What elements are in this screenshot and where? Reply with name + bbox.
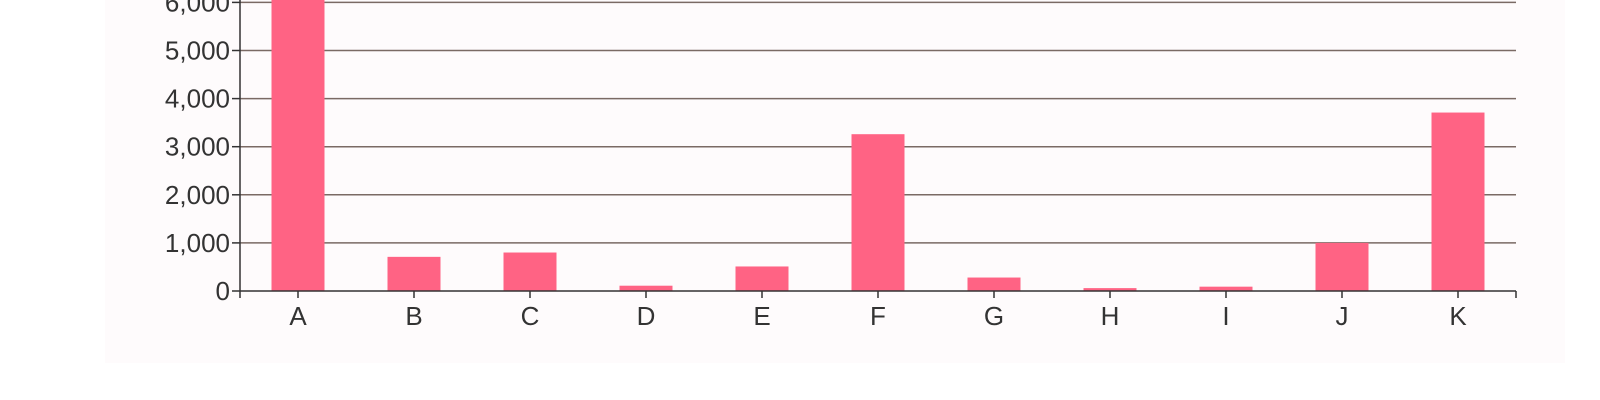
y-tick-label-4: 4,000 [165,84,230,114]
y-tick-label-0: 0 [216,276,230,306]
bar-J[interactable] [1315,242,1369,291]
x-tick-label-F: F [870,301,886,331]
y-tick-label-5: 5,000 [165,36,230,66]
x-tick-label-E: E [753,301,770,331]
x-tick-label-I: I [1222,301,1229,331]
x-tick-label-C: C [521,301,540,331]
bar-I[interactable] [1199,286,1253,291]
y-tick-label-3: 3,000 [165,132,230,162]
y-tick-label-6: 6,000 [165,0,230,17]
bars [271,0,1485,292]
tick-labels: 0 1,000 2,000 3,000 4,000 5,000 6,000 A B C D E F G H I… [165,0,1467,331]
x-tick-label-H: H [1101,301,1120,331]
x-tick-label-G: G [984,301,1004,331]
y-tick-label-2: 2,000 [165,180,230,210]
bar-A[interactable] [271,0,325,292]
bar-F[interactable] [851,134,905,291]
bar-B[interactable] [387,256,441,291]
axes [232,0,1517,298]
x-tick-label-K: K [1449,301,1467,331]
bar-H[interactable] [1083,288,1137,291]
y-tick-label-1: 1,000 [165,228,230,258]
x-tick-label-D: D [637,301,656,331]
bar-E[interactable] [735,266,789,291]
bar-K[interactable] [1431,112,1485,291]
x-tick-label-B: B [405,301,422,331]
chart-panel [105,0,1565,363]
bar-G[interactable] [967,277,1021,291]
bar-D[interactable] [619,285,673,291]
x-tick-label-J: J [1336,301,1349,331]
x-tick-label-A: A [289,301,307,331]
bar-C[interactable] [503,252,557,291]
